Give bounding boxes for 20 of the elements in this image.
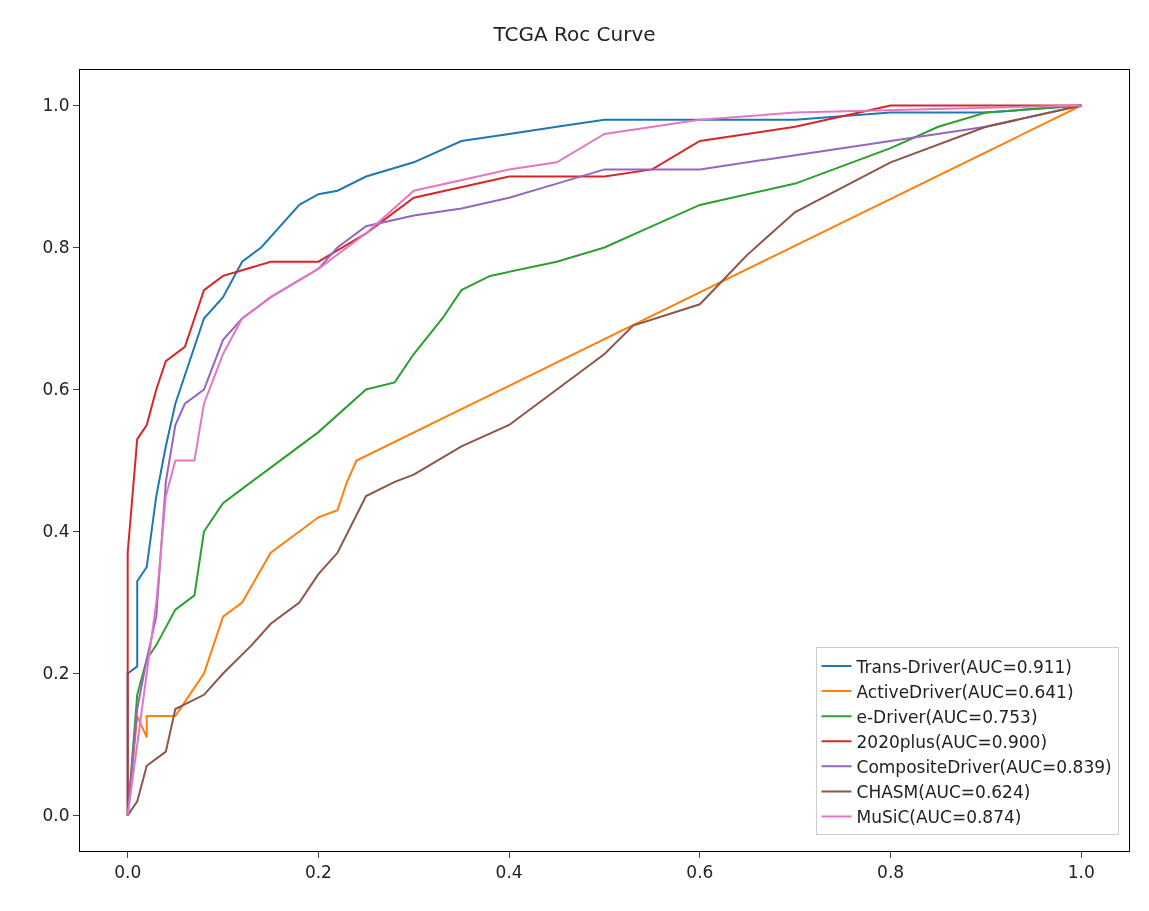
x-tick-label: 1.0 xyxy=(1067,862,1095,883)
chart-title: TCGA Roc Curve xyxy=(492,22,656,47)
legend-label: CHASM(AUC=0.624) xyxy=(856,782,1031,803)
x-tick-label: 0.6 xyxy=(686,862,714,883)
legend-label: 2020plus(AUC=0.900) xyxy=(856,731,1048,752)
legend-label: e-Driver(AUC=0.753) xyxy=(856,706,1038,727)
y-tick-label: 0.8 xyxy=(42,237,70,258)
y-tick-label: 0.6 xyxy=(42,379,70,400)
legend-label: CompositeDriver(AUC=0.839) xyxy=(856,756,1112,777)
x-tick-label: 0.4 xyxy=(495,862,523,883)
legend-label: Trans-Driver(AUC=0.911) xyxy=(855,656,1073,677)
legend-label: MuSiC(AUC=0.874) xyxy=(856,807,1022,828)
legend-label: ActiveDriver(AUC=0.641) xyxy=(856,681,1074,702)
x-tick-label: 0.8 xyxy=(877,862,905,883)
y-tick-label: 0.0 xyxy=(42,805,70,826)
x-tick-label: 0.2 xyxy=(304,862,332,883)
y-tick-label: 1.0 xyxy=(42,95,70,116)
x-tick-label: 0.0 xyxy=(114,862,142,883)
y-tick-label: 0.4 xyxy=(42,521,70,542)
y-tick-label: 0.2 xyxy=(42,663,70,684)
